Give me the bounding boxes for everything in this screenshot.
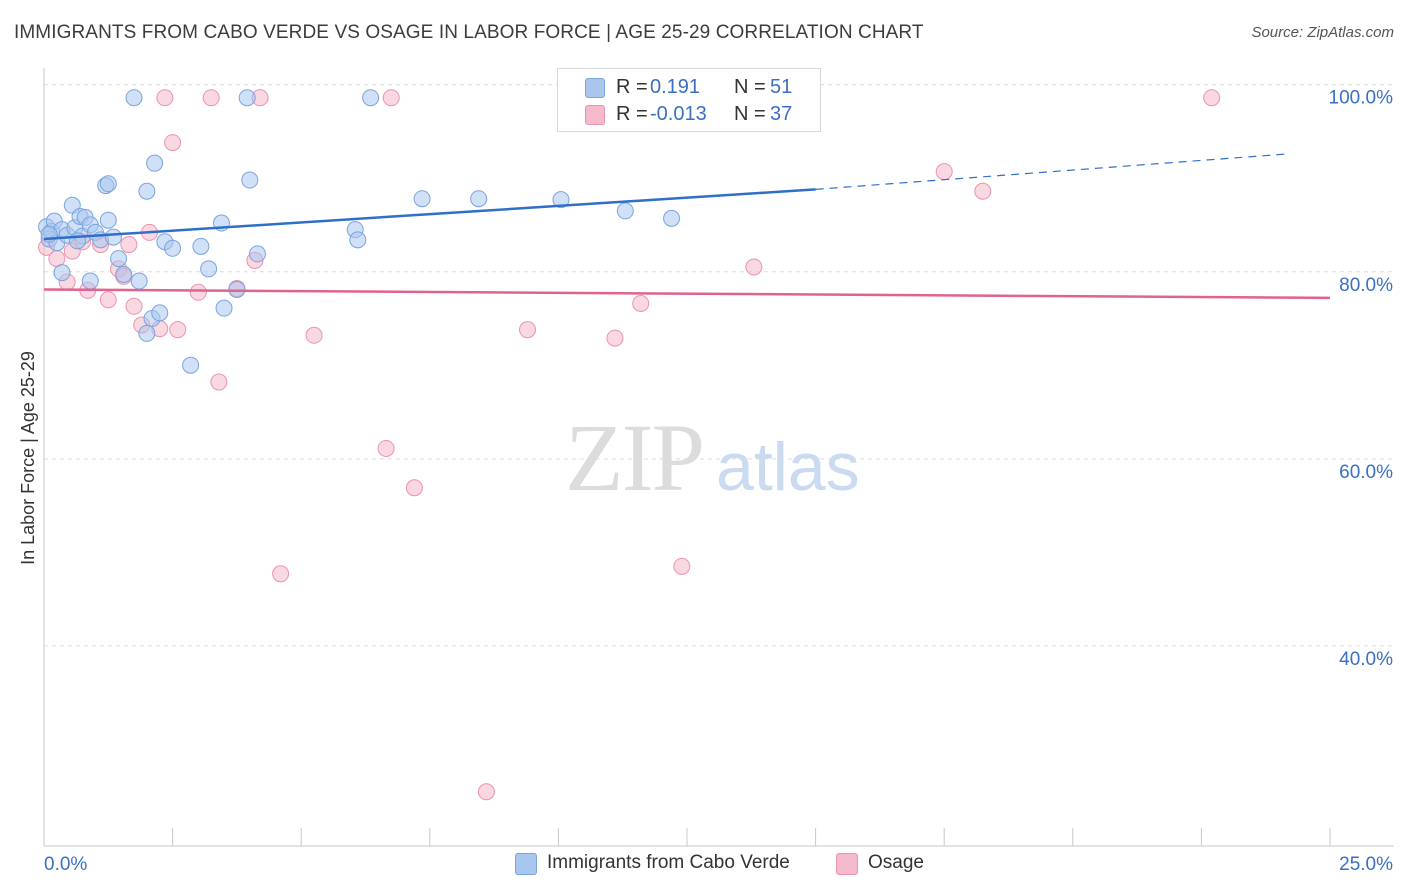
data-point: [673, 557, 691, 575]
n-value: 51: [770, 76, 793, 98]
data-point: [272, 565, 290, 583]
data-point: [382, 89, 400, 107]
data-point: [552, 191, 570, 209]
data-point: [99, 291, 117, 309]
data-point: [120, 236, 138, 254]
data-point: [974, 182, 992, 200]
trend-lines: [43, 153, 1331, 300]
data-point: [104, 228, 122, 246]
axes: [43, 68, 1394, 847]
data-point: [169, 321, 187, 339]
n-value: 37: [770, 103, 793, 125]
watermark-atlas: atlas: [716, 429, 860, 505]
n-label: N =: [734, 103, 766, 125]
data-point: [146, 154, 164, 172]
cabo-verde-points: [38, 89, 681, 374]
data-point: [210, 373, 228, 391]
source-label: Source: ZipAtlas.com: [1251, 24, 1394, 41]
trend-line-osage: [43, 288, 1331, 300]
trend-line-cabo-verde-extension: [815, 153, 1289, 190]
series-legend: Immigrants from Cabo Verde Osage: [0, 852, 1406, 878]
data-point: [99, 211, 117, 229]
data-point: [202, 89, 220, 107]
data-point: [935, 163, 953, 181]
legend-label: Osage: [868, 852, 924, 873]
data-point: [115, 265, 133, 283]
data-point: [305, 326, 323, 344]
data-point: [81, 272, 99, 290]
data-point: [238, 89, 256, 107]
data-point: [248, 245, 266, 263]
data-point: [1203, 89, 1221, 107]
trend-line-cabo-verde: [43, 188, 816, 241]
x-tick-label: 0.0%: [44, 854, 87, 875]
y-tick-label: 60.0%: [1339, 462, 1393, 483]
data-point: [156, 89, 174, 107]
legend-swatch-pink: [585, 105, 605, 125]
y-axis-label: In Labor Force | Age 25-29: [18, 351, 38, 565]
data-point: [477, 783, 495, 801]
legend-swatch-pink: [836, 853, 858, 875]
y-tick-label: 100.0%: [1329, 88, 1394, 109]
data-point: [362, 89, 380, 107]
r-value: -0.013: [650, 103, 707, 125]
r-value: 0.191: [650, 76, 701, 98]
data-point: [164, 239, 182, 257]
legend-row-cabo-verde: R = 0.191 N = 51: [558, 74, 820, 100]
data-point: [377, 439, 395, 457]
data-point: [413, 190, 431, 208]
data-point: [606, 329, 624, 347]
data-point: [125, 297, 143, 315]
tick-labels: 100.0% 80.0% 60.0% 40.0% 0.0% 25.0%: [44, 88, 1393, 875]
correlation-legend: R = 0.191 N = 51 R = -0.013 N = 37: [557, 68, 821, 132]
r-label: R =: [616, 76, 648, 98]
data-point: [200, 260, 218, 278]
data-point: [164, 134, 182, 152]
data-point: [99, 175, 117, 193]
legend-swatch-blue: [515, 853, 537, 875]
data-point: [215, 299, 233, 317]
y-tick-label: 80.0%: [1339, 275, 1393, 296]
data-point: [138, 324, 156, 342]
r-label: R =: [616, 103, 648, 125]
grid-lines: [44, 84, 1394, 647]
data-point: [53, 264, 71, 282]
data-point: [632, 294, 650, 312]
legend-label: Immigrants from Cabo Verde: [547, 852, 790, 873]
data-point: [470, 190, 488, 208]
data-point: [189, 283, 207, 301]
data-point: [745, 258, 763, 276]
n-label: N =: [734, 76, 766, 98]
watermark-zip: ZIP: [565, 404, 703, 511]
x-tick-label: 25.0%: [1339, 854, 1393, 875]
data-point: [182, 356, 200, 374]
data-point: [519, 321, 537, 339]
data-point: [663, 209, 681, 227]
chart-title: IMMIGRANTS FROM CABO VERDE VS OSAGE IN L…: [14, 22, 924, 43]
data-point: [138, 182, 156, 200]
y-tick-label: 40.0%: [1339, 649, 1393, 670]
data-point: [405, 479, 423, 497]
data-point: [616, 202, 634, 220]
legend-row-osage: R = -0.013 N = 37: [558, 101, 820, 127]
legend-swatch-blue: [585, 78, 605, 98]
watermark: ZIP atlas: [565, 404, 860, 511]
data-point: [192, 237, 210, 255]
data-point: [125, 89, 143, 107]
data-point: [241, 171, 259, 189]
data-point: [110, 250, 128, 268]
data-point: [349, 231, 367, 249]
data-point: [130, 272, 148, 290]
data-point: [40, 225, 58, 243]
data-point: [151, 304, 169, 322]
